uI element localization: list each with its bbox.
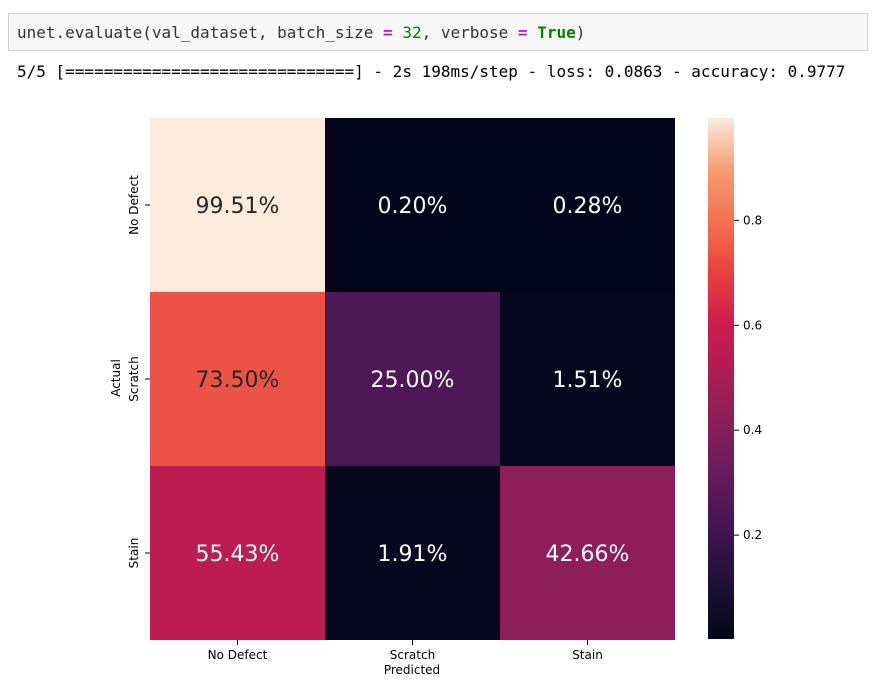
code-batch-size-value: 32 [402, 23, 422, 42]
y-axis-title: Actual [109, 359, 123, 397]
cell-value-label: 0.20% [378, 194, 448, 219]
colorbar [708, 118, 734, 639]
code-verbose-text: , verbose [421, 23, 518, 42]
x-tick-label: Stain [572, 648, 603, 662]
cell-value-label: 42.66% [546, 542, 630, 567]
y-tick-label: Stain [127, 538, 141, 569]
colorbar-tick-label: 0.8 [743, 213, 762, 227]
heatmap-cell [325, 466, 500, 640]
cell-value-label: 55.43% [196, 542, 280, 567]
code-close-paren: ) [575, 23, 586, 42]
heatmap-cell [150, 466, 325, 640]
x-tick-label: No Defect [208, 648, 268, 662]
heatmap-cell [150, 292, 325, 466]
cell-value-label: 25.00% [371, 368, 455, 393]
heatmap-cell [500, 292, 675, 466]
code-cell[interactable]: unet.evaluate(val_dataset, batch_size = … [8, 13, 868, 51]
heatmap-cell [150, 118, 325, 292]
colorbar-tick-label: 0.2 [743, 528, 762, 542]
heatmap-cell [500, 118, 675, 292]
y-tick-label: Scratch [127, 356, 141, 401]
heatmap-cell [325, 292, 500, 466]
cell-value-label: 1.91% [378, 542, 448, 567]
cell-value-label: 99.51% [196, 194, 280, 219]
code-assign-operator: = [517, 23, 528, 42]
colorbar-tick-label: 0.6 [743, 318, 762, 332]
cell-value-label: 1.51% [553, 368, 623, 393]
y-tick-label: No Defect [127, 175, 141, 235]
colorbar-tick-label: 0.4 [743, 423, 762, 437]
code-true-keyword: True [537, 23, 576, 42]
x-axis-title: Predicted [384, 663, 440, 677]
cell-value-label: 73.50% [196, 368, 280, 393]
heatmap-cell [500, 466, 675, 640]
x-tick-label: Scratch [390, 648, 435, 662]
cell-value-label: 0.28% [553, 194, 623, 219]
evaluation-output: 5/5 [==============================] - 2… [17, 62, 846, 81]
code-assign-operator: = [383, 23, 393, 42]
code-call-text: unet.evaluate(val_dataset, batch_size [17, 23, 384, 42]
heatmap-cell [325, 118, 500, 292]
